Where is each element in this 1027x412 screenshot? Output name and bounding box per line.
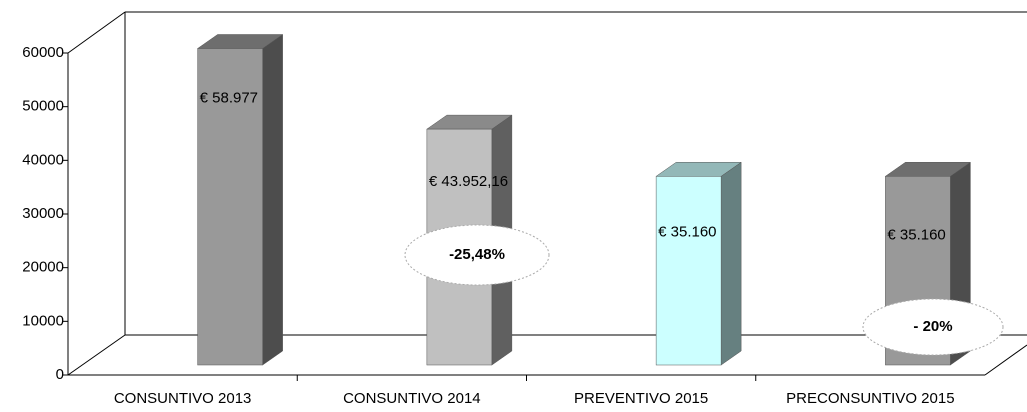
value-label: € 58.977 bbox=[200, 89, 258, 106]
y-tick-label: 0 bbox=[56, 366, 64, 383]
x-tick-label: CONSUNTIVO 2014 bbox=[343, 390, 481, 407]
bar-side bbox=[720, 161, 742, 366]
bar-side bbox=[262, 34, 283, 366]
value-label: € 35.160 bbox=[887, 226, 945, 243]
annotation: -25,48% bbox=[449, 246, 505, 263]
bar bbox=[197, 48, 263, 366]
floor-edge bbox=[984, 344, 1027, 376]
y-tick-label: 20000 bbox=[22, 259, 64, 276]
x-tick-label: CONSUNTIVO 2013 bbox=[114, 390, 252, 407]
y-tick-label: 50000 bbox=[22, 98, 64, 115]
bar bbox=[655, 176, 722, 366]
annotation-bubble bbox=[404, 224, 550, 286]
value-label: € 43.952,16 bbox=[429, 173, 508, 190]
value-label: € 35.160 bbox=[658, 223, 716, 240]
y-tick-label: 10000 bbox=[22, 312, 64, 329]
wall-edge bbox=[67, 11, 126, 54]
annotation: - 20% bbox=[913, 318, 952, 335]
floor-edge bbox=[67, 334, 126, 376]
annotation-bubble bbox=[862, 298, 1004, 356]
y-tick-label: 40000 bbox=[22, 151, 64, 168]
y-tick-label: 30000 bbox=[22, 205, 64, 222]
x-tick-label: PRECONSUNTIVO 2015 bbox=[786, 390, 954, 407]
x-tick-label: PREVENTIVO 2015 bbox=[574, 390, 708, 407]
y-tick-label: 60000 bbox=[22, 44, 64, 61]
